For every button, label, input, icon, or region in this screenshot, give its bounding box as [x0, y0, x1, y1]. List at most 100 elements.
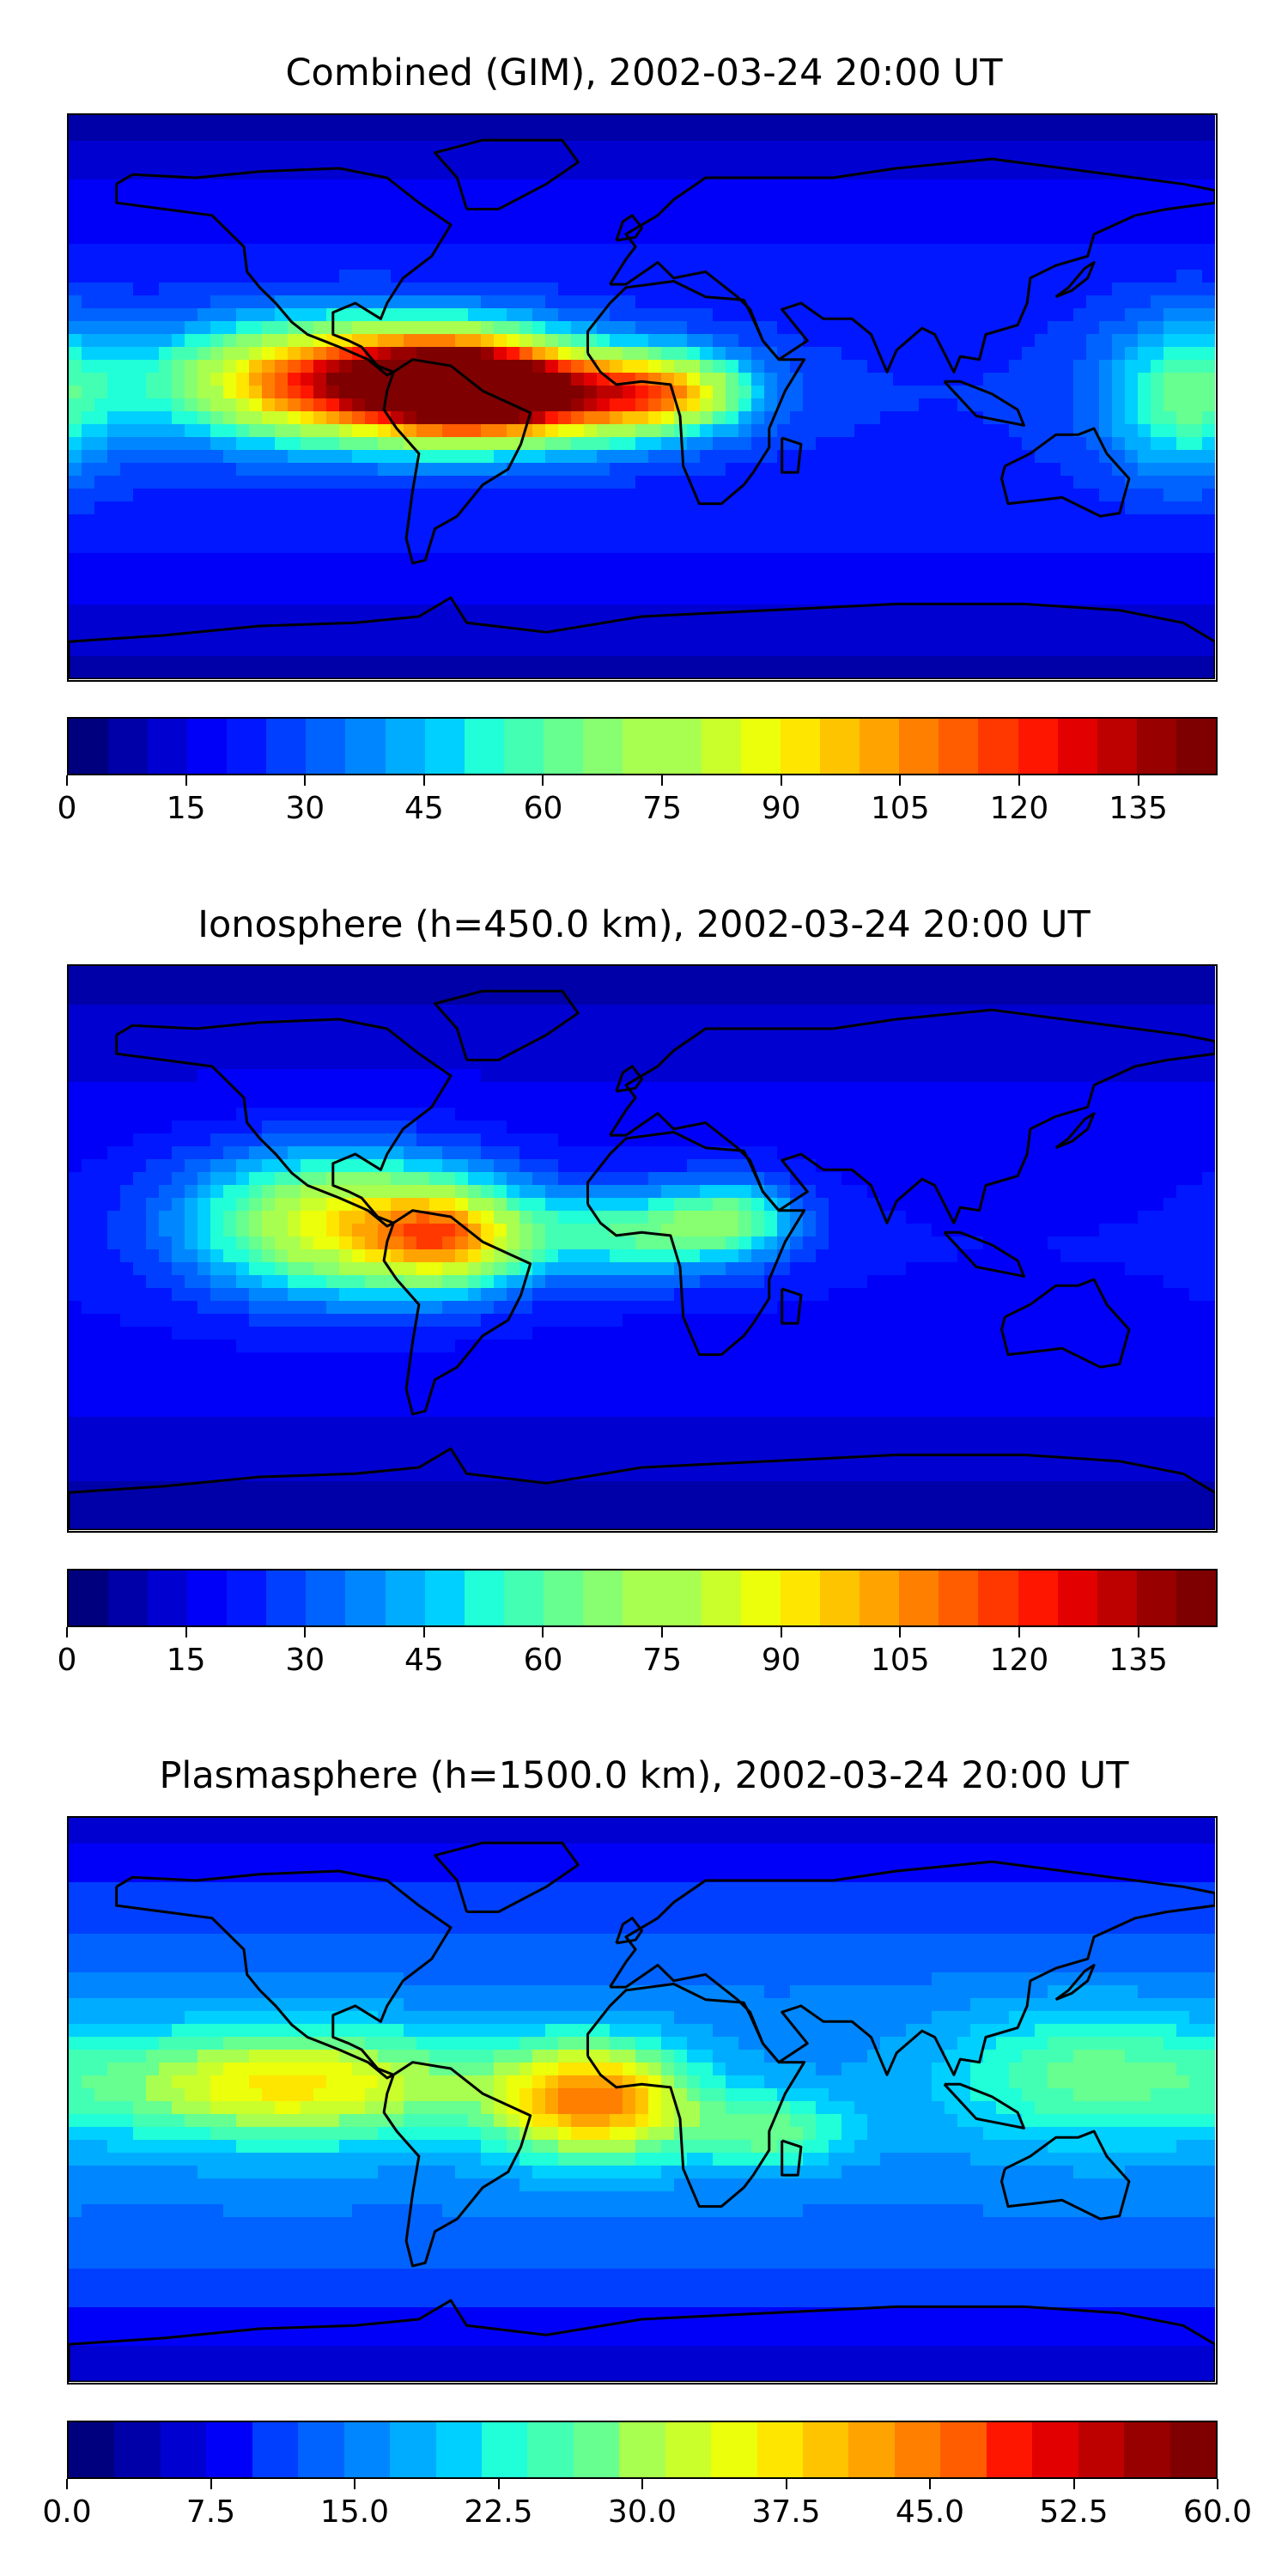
- field-cell: [365, 501, 379, 515]
- field-cell: [275, 566, 289, 580]
- field-cell: [120, 489, 134, 502]
- field-cell: [1060, 992, 1074, 1005]
- field-cell: [610, 979, 623, 993]
- field-cell: [313, 501, 327, 515]
- field-cell: [584, 605, 598, 618]
- field-cell: [82, 1056, 95, 1070]
- field-cell: [623, 244, 636, 258]
- field-cell: [558, 656, 572, 670]
- colorbar-segment: [1057, 719, 1097, 774]
- field-cell: [1202, 514, 1215, 528]
- field-cell: [906, 270, 920, 283]
- field-cell: [288, 179, 301, 193]
- field-cell: [326, 1095, 340, 1109]
- field-cell: [107, 1005, 121, 1018]
- field-cell: [726, 128, 739, 142]
- field-cell: [442, 167, 456, 180]
- field-cell: [404, 167, 417, 180]
- field-cell: [1125, 141, 1139, 155]
- field-cell: [468, 360, 482, 374]
- field-cell: [481, 630, 495, 644]
- field-cell: [623, 605, 636, 618]
- field-cell: [301, 463, 314, 477]
- field-cell: [648, 656, 662, 670]
- field-cell: [429, 966, 443, 980]
- field-cell: [352, 205, 366, 219]
- field-cell: [932, 437, 945, 451]
- field-cell: [532, 398, 546, 412]
- field-cell: [404, 205, 417, 219]
- field-cell: [996, 579, 1010, 592]
- field-cell: [1151, 411, 1164, 425]
- field-cell: [249, 592, 263, 605]
- field-cell: [1035, 128, 1048, 142]
- field-cell: [545, 257, 559, 270]
- field-cell: [1009, 334, 1023, 348]
- field-cell: [94, 527, 108, 541]
- field-cell: [970, 128, 984, 142]
- field-cell: [326, 656, 340, 670]
- field-cell: [339, 579, 353, 592]
- field-cell: [378, 257, 392, 270]
- field-cell: [919, 605, 933, 618]
- field-cell: [829, 373, 842, 386]
- field-cell: [94, 283, 108, 296]
- field-cell: [996, 656, 1010, 670]
- field-cell: [790, 501, 804, 515]
- field-cell: [326, 1056, 340, 1070]
- field-cell: [571, 244, 585, 258]
- field-cell: [790, 283, 804, 296]
- field-cell: [249, 411, 263, 425]
- field-cell: [545, 386, 559, 399]
- field-cell: [468, 244, 482, 258]
- field-cell: [970, 115, 984, 129]
- field-cell: [829, 592, 842, 605]
- field-cell: [764, 308, 778, 322]
- field-cell: [1035, 579, 1048, 592]
- field-cell: [584, 398, 598, 412]
- field-cell: [1202, 205, 1215, 219]
- field-cell: [1022, 463, 1036, 477]
- field-cell: [288, 360, 301, 374]
- field-cell: [764, 1082, 778, 1096]
- field-cell: [94, 553, 108, 567]
- field-cell: [751, 411, 765, 425]
- field-cell: [635, 115, 649, 129]
- field-cell: [455, 489, 469, 502]
- field-cell: [610, 334, 623, 348]
- field-cell: [275, 630, 289, 644]
- field-cell: [738, 154, 752, 167]
- field-cell: [1163, 411, 1177, 425]
- field-cell: [107, 1082, 121, 1096]
- field-cell: [197, 1030, 211, 1044]
- field-cell: [1138, 231, 1151, 245]
- field-cell: [352, 398, 366, 412]
- field-cell: [391, 141, 404, 155]
- field-cell: [841, 527, 855, 541]
- field-cell: [159, 1005, 173, 1018]
- field-cell: [442, 244, 456, 258]
- field-cell: [841, 334, 855, 348]
- field-cell: [829, 192, 842, 206]
- field-cell: [82, 605, 95, 618]
- field-cell: [82, 424, 95, 438]
- field-cell: [919, 244, 933, 258]
- field-cell: [597, 1018, 611, 1031]
- field-cell: [996, 128, 1010, 142]
- field-cell: [210, 489, 224, 502]
- field-cell: [159, 115, 173, 129]
- field-cell: [571, 992, 585, 1005]
- field-cell: [172, 540, 185, 554]
- field-cell: [197, 347, 211, 361]
- field-cell: [1125, 669, 1139, 679]
- field-cell: [610, 527, 623, 541]
- field-cell: [365, 321, 379, 335]
- field-cell: [1176, 424, 1190, 438]
- field-cell: [275, 1043, 289, 1057]
- field-cell: [545, 1056, 559, 1070]
- field-cell: [365, 1069, 379, 1083]
- field-cell: [558, 192, 572, 206]
- field-cell: [429, 1056, 443, 1070]
- field-cell: [1202, 1005, 1215, 1018]
- field-cell: [197, 308, 211, 322]
